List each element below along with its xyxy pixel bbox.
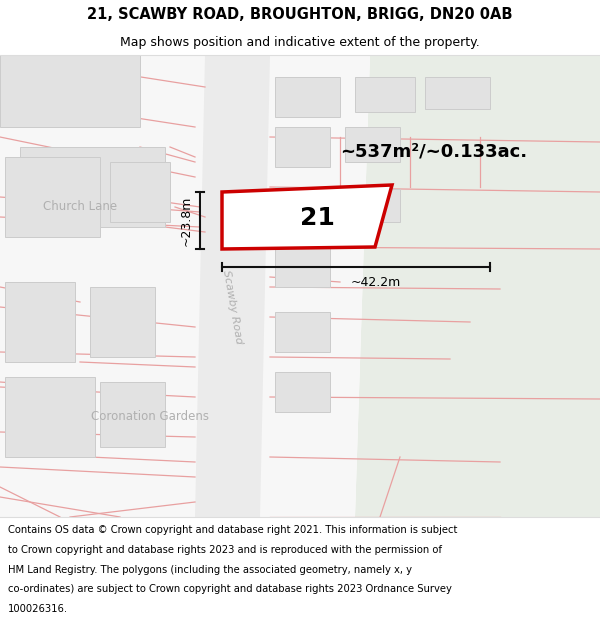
Polygon shape [110, 162, 170, 222]
Polygon shape [20, 147, 165, 227]
Polygon shape [90, 287, 155, 357]
Text: 21, SCAWBY ROAD, BROUGHTON, BRIGG, DN20 0AB: 21, SCAWBY ROAD, BROUGHTON, BRIGG, DN20 … [87, 7, 513, 22]
Polygon shape [275, 372, 330, 412]
Polygon shape [275, 247, 330, 287]
Polygon shape [5, 282, 75, 362]
Polygon shape [425, 77, 490, 109]
Text: 100026316.: 100026316. [8, 604, 68, 614]
Text: ~42.2m: ~42.2m [351, 276, 401, 289]
Polygon shape [195, 55, 270, 517]
Polygon shape [355, 77, 415, 112]
Text: HM Land Registry. The polygons (including the associated geometry, namely x, y: HM Land Registry. The polygons (includin… [8, 564, 412, 574]
Polygon shape [355, 55, 600, 517]
Polygon shape [0, 55, 140, 127]
Text: Map shows position and indicative extent of the property.: Map shows position and indicative extent… [120, 36, 480, 49]
Polygon shape [345, 127, 400, 162]
Polygon shape [222, 185, 392, 249]
Polygon shape [340, 189, 400, 222]
Polygon shape [5, 377, 95, 457]
Text: to Crown copyright and database rights 2023 and is reproduced with the permissio: to Crown copyright and database rights 2… [8, 544, 442, 554]
Text: 21: 21 [301, 206, 335, 230]
Text: co-ordinates) are subject to Crown copyright and database rights 2023 Ordnance S: co-ordinates) are subject to Crown copyr… [8, 584, 452, 594]
Text: Coronation Gardens: Coronation Gardens [91, 411, 209, 424]
Polygon shape [100, 382, 165, 447]
Polygon shape [5, 157, 100, 237]
Polygon shape [275, 77, 340, 117]
Text: ~23.8m: ~23.8m [179, 195, 193, 246]
Polygon shape [275, 127, 330, 167]
Polygon shape [0, 55, 370, 517]
Polygon shape [275, 187, 330, 227]
Polygon shape [275, 312, 330, 352]
Text: Church Lane: Church Lane [43, 201, 117, 214]
Text: Scawby Road: Scawby Road [221, 269, 244, 345]
Text: Contains OS data © Crown copyright and database right 2021. This information is : Contains OS data © Crown copyright and d… [8, 524, 457, 534]
Text: ~537m²/~0.133ac.: ~537m²/~0.133ac. [340, 143, 527, 161]
